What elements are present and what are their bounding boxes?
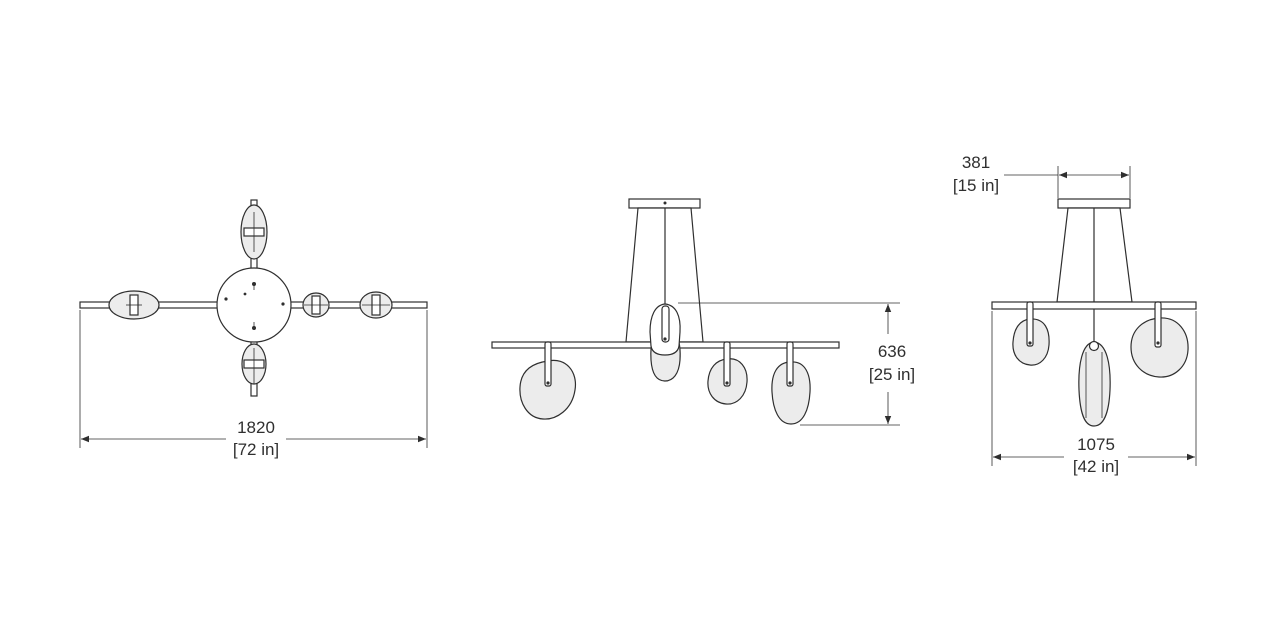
side-view-shade-right	[1130, 301, 1189, 378]
front-view-shade-1	[519, 341, 577, 420]
top-view-dimension-in: [72 in]	[233, 440, 279, 459]
top-view-dimension-mm: 1820	[237, 418, 275, 437]
side-view-canopy	[1057, 198, 1131, 209]
side-view-bar	[991, 301, 1197, 310]
top-view-mount-point	[243, 292, 247, 296]
top-view-mount-point	[281, 302, 285, 306]
top-view-mount-point	[224, 297, 228, 301]
front-view: 636 [25 in]	[491, 198, 915, 426]
top-view-shade-top	[240, 204, 268, 260]
top-view-shade-left	[108, 290, 160, 320]
side-view: 381 [15 in] 1075 [42 in]	[953, 153, 1197, 478]
top-view-shade-right	[359, 291, 393, 319]
side-view-canopy-dimension-mm: 381	[962, 153, 990, 172]
front-view-shade-2	[649, 303, 681, 382]
top-view: 1820 [72 in]	[79, 199, 428, 462]
side-view-canopy-dimension-in: [15 in]	[953, 176, 999, 195]
front-view-shade-4	[771, 341, 811, 425]
front-view-shade-3	[707, 341, 748, 405]
top-view-canopy	[216, 267, 292, 343]
front-view-dimension-mm: 636	[878, 342, 906, 361]
top-view-shade-bottom	[241, 343, 267, 385]
side-view-shade-left	[1012, 301, 1050, 366]
top-view-shade-mid-right	[302, 292, 330, 318]
side-view-width-dimension-mm: 1075	[1077, 435, 1115, 454]
front-view-dimension-in: [25 in]	[869, 365, 915, 384]
side-view-shade-center	[1078, 340, 1111, 427]
side-view-width-dimension-in: [42 in]	[1073, 457, 1119, 476]
